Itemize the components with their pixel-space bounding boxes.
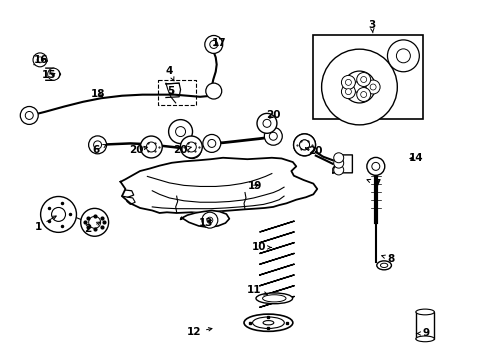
Circle shape [299,140,310,150]
Circle shape [169,120,193,144]
Circle shape [147,142,156,152]
Text: 10: 10 [251,242,271,252]
Polygon shape [181,211,229,227]
Circle shape [89,216,100,228]
Circle shape [294,134,316,156]
Circle shape [89,136,106,154]
Circle shape [299,140,310,150]
Text: 17: 17 [212,38,227,48]
Circle shape [370,84,376,90]
Circle shape [372,162,380,170]
Circle shape [188,145,196,153]
Text: 20: 20 [266,110,281,120]
Text: 14: 14 [409,153,423,163]
Text: 15: 15 [42,70,56,80]
Circle shape [20,107,38,125]
Text: 11: 11 [246,285,268,296]
Ellipse shape [416,309,435,315]
Circle shape [334,158,343,168]
Circle shape [388,40,419,72]
Circle shape [343,71,375,103]
Circle shape [180,136,202,158]
Text: 2: 2 [84,222,100,234]
Text: 6: 6 [93,144,106,154]
Text: 5: 5 [167,86,174,96]
Circle shape [186,142,196,152]
Circle shape [396,49,410,63]
Circle shape [48,68,60,80]
Circle shape [41,197,76,232]
Circle shape [342,85,355,99]
Circle shape [361,91,367,98]
Circle shape [210,40,218,49]
Circle shape [183,140,201,158]
Circle shape [37,57,43,63]
Ellipse shape [244,314,293,331]
Circle shape [175,127,186,136]
Circle shape [334,165,343,175]
Bar [313,35,423,119]
Ellipse shape [380,263,388,267]
Circle shape [140,136,162,158]
Circle shape [94,141,101,149]
Circle shape [361,77,367,82]
Circle shape [345,89,351,95]
Text: 13: 13 [199,218,213,228]
Circle shape [353,81,366,93]
Circle shape [208,139,216,147]
Circle shape [367,157,385,175]
Text: 12: 12 [187,327,212,337]
Circle shape [264,127,282,145]
Circle shape [206,83,222,99]
Text: 9: 9 [416,328,429,338]
Ellipse shape [263,320,274,325]
Circle shape [203,134,221,152]
Circle shape [207,217,213,223]
Text: 4: 4 [166,66,174,81]
Ellipse shape [263,295,286,302]
Polygon shape [34,55,48,64]
Bar [416,312,435,339]
Text: 20: 20 [173,144,191,154]
Polygon shape [121,158,317,213]
Circle shape [366,80,380,94]
Text: 16: 16 [34,55,48,65]
Polygon shape [333,155,352,173]
Circle shape [51,207,66,221]
Circle shape [342,75,355,89]
Text: 7: 7 [367,179,380,189]
Circle shape [357,72,370,86]
Text: 20: 20 [305,145,323,156]
Text: 8: 8 [382,254,395,264]
Circle shape [321,49,397,125]
Circle shape [205,36,223,53]
Circle shape [81,208,109,236]
Circle shape [263,120,271,127]
Circle shape [33,53,47,67]
Circle shape [257,113,277,133]
Text: 1: 1 [34,216,56,231]
Circle shape [25,112,33,120]
Text: 20: 20 [129,144,147,154]
Ellipse shape [252,317,284,328]
Text: 3: 3 [368,20,375,33]
Circle shape [345,80,351,85]
Circle shape [357,87,370,102]
Text: 19: 19 [247,181,262,192]
Ellipse shape [416,336,435,342]
Polygon shape [46,68,60,80]
Circle shape [202,212,218,228]
Ellipse shape [377,261,392,270]
Circle shape [334,153,343,163]
Polygon shape [43,209,70,220]
Circle shape [294,134,316,156]
Circle shape [270,132,277,140]
Ellipse shape [256,293,293,304]
Text: 18: 18 [90,89,105,99]
